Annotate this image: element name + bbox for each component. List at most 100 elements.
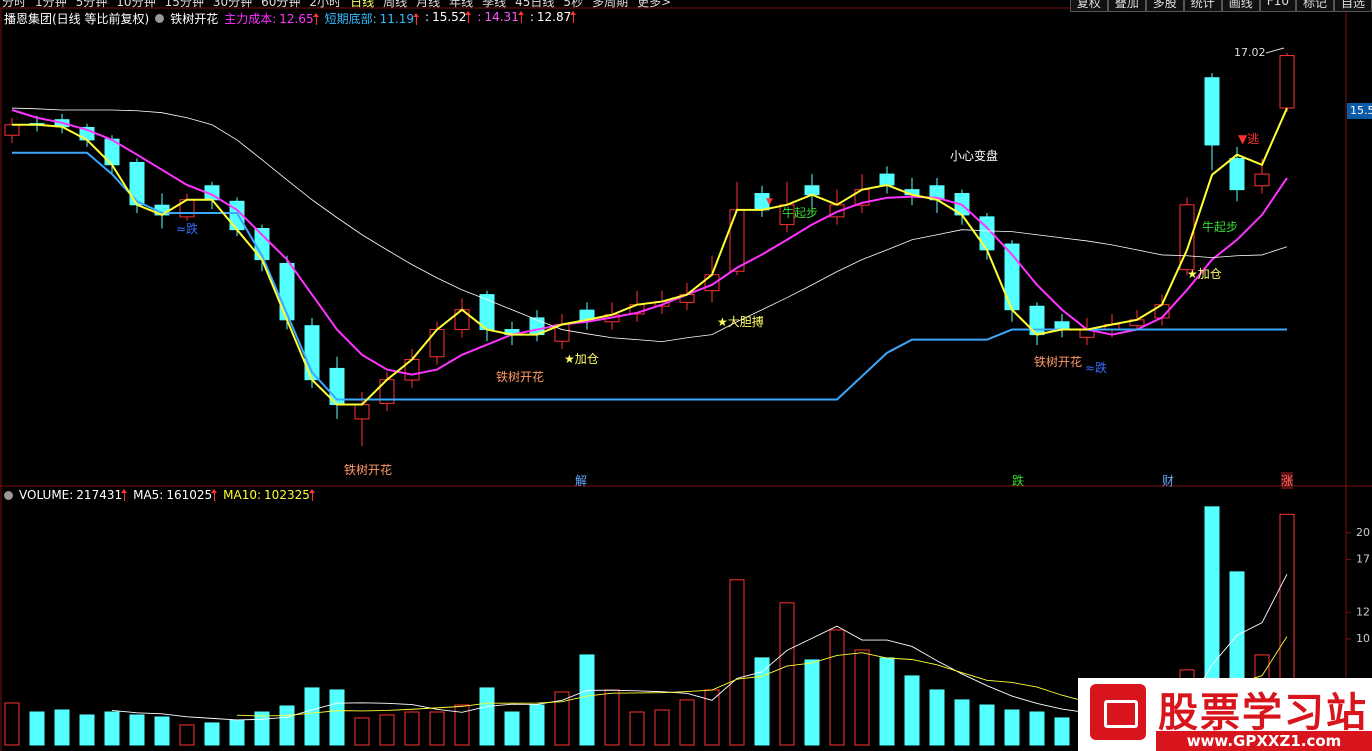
price-header: 播恩集团(日线 等比前复权) 铁树开花 主力成本: 12.65 短期底部: 11.19… <box>4 10 577 27</box>
annotation: 牛起步 <box>1202 220 1239 234</box>
volume-header: VOLUME: 217431 MA5: 161025 MA10: 102325 <box>4 488 315 502</box>
volume-bar <box>579 654 595 746</box>
toolbar: 分时 1分钟 5分钟 10分钟 15分钟 30分钟 60分钟 2小时 日线 周线 月线 年线 季线 45日… <box>2 0 671 10</box>
reading-label: MA5: <box>133 488 164 502</box>
volume-bar <box>654 709 670 746</box>
volume-bar <box>454 704 470 746</box>
menu-icon[interactable] <box>155 14 165 23</box>
marker: 解 <box>575 474 588 488</box>
annotation: ▼ <box>766 197 773 207</box>
volume-bar <box>854 649 870 746</box>
volume-bar <box>1054 717 1070 746</box>
toolbar-button[interactable]: 统计 <box>1183 0 1222 12</box>
annotation: ★大胆搏 <box>717 315 764 329</box>
reading-label: 短期底部: <box>324 12 377 26</box>
toolbar-item[interactable]: 30分钟 <box>212 0 253 9</box>
up-arrow <box>312 12 319 25</box>
reading-value: 14.31 <box>484 10 519 24</box>
toolbar-item[interactable]: 10分钟 <box>116 0 156 9</box>
reading-label: 主力成本: <box>224 12 277 26</box>
toolbar-item[interactable]: 60分钟 <box>261 0 301 9</box>
annotation: 铁树开花 <box>1034 355 1083 369</box>
reading-value: 217431 <box>76 488 123 502</box>
y-tick-label: 17 <box>1356 552 1370 565</box>
candle-body <box>1229 158 1245 191</box>
up-arrow <box>413 12 420 25</box>
watermark-name: 股票学习站 <box>1158 690 1368 736</box>
candle-body <box>279 262 295 321</box>
annotation: 铁树开花 <box>496 370 545 384</box>
toolbar-item[interactable]: 分时 <box>2 0 27 9</box>
volume-bar <box>304 687 320 746</box>
volume-bar <box>379 714 395 746</box>
toolbar-item[interactable]: 年线 <box>449 0 474 9</box>
high-label: 17.02 <box>1234 46 1266 59</box>
volume-bar <box>429 711 445 746</box>
volume-bar <box>904 675 920 746</box>
volume-bar <box>704 689 720 746</box>
volume-bar <box>979 704 995 746</box>
toolbar-button[interactable]: 标记 <box>1295 0 1334 12</box>
toolbar-item[interactable]: 15分钟 <box>164 0 204 9</box>
volume-bar <box>129 714 145 746</box>
watermark-url: www.GPXXZ1.com <box>1156 731 1372 751</box>
volume-bar <box>804 659 820 746</box>
volume-bar <box>54 709 70 746</box>
candle-body <box>1054 321 1070 331</box>
toolbar-item[interactable]: 2小时 <box>309 0 342 9</box>
annotation: ★加仓 <box>1187 267 1222 281</box>
readings: VOLUME: 217431 MA5: 161025 MA10: 102325 <box>19 488 315 502</box>
toolbar-item[interactable]: 更多> <box>637 0 672 9</box>
marker: 涨 <box>1281 472 1294 489</box>
candle-body <box>804 185 820 196</box>
volume-bar <box>604 689 620 746</box>
toolbar-button[interactable]: 画线 <box>1221 0 1260 12</box>
candle-body <box>429 329 445 358</box>
volume-bar <box>279 705 295 746</box>
toolbar-item[interactable]: 45日线 <box>515 0 555 9</box>
menu-icon[interactable] <box>4 490 13 500</box>
volume-bar <box>154 716 170 746</box>
toolbar-item[interactable]: 季线 <box>482 0 507 9</box>
annotation: ★加仓 <box>564 352 599 366</box>
annotation: ≈跌 <box>1085 361 1108 375</box>
candle-body <box>4 124 20 136</box>
toolbar-item[interactable]: 日线 <box>350 0 375 9</box>
volume-bar <box>779 602 795 746</box>
candle-body <box>354 404 370 420</box>
volume-bar <box>104 711 120 746</box>
y-tick-label: 10 <box>1356 632 1370 645</box>
annotation: ▼逃 <box>1238 132 1260 146</box>
toolbar-button[interactable]: F10 <box>1259 0 1296 12</box>
toolbar-item[interactable]: 1分钟 <box>35 0 67 9</box>
up-arrow <box>517 10 524 23</box>
reading-label: : <box>529 10 534 24</box>
toolbar-item[interactable]: 月线 <box>416 0 441 9</box>
price-marker-box <box>1347 103 1372 119</box>
toolbar-item[interactable]: 5秒 <box>563 0 584 9</box>
volume-bar <box>1029 711 1045 746</box>
volume-bar <box>729 579 745 746</box>
candle-body <box>1254 173 1270 187</box>
toolbar-item[interactable]: 5分钟 <box>75 0 108 9</box>
indicator-line <box>11 107 1288 343</box>
toolbar-button[interactable]: 自选 <box>1333 0 1372 12</box>
reading-value: 161025 <box>166 488 213 502</box>
toolbar-button[interactable]: 复权 <box>1069 0 1108 12</box>
candle-body <box>879 173 895 186</box>
up-arrow <box>308 488 315 501</box>
up-arrow <box>465 10 472 23</box>
toolbar-item[interactable]: 周线 <box>383 0 408 9</box>
volume-bar <box>29 711 45 746</box>
marker: 财 <box>1162 474 1175 488</box>
volume-bar <box>879 657 895 746</box>
reading: :12.87 <box>529 10 577 27</box>
high-arrow <box>1265 47 1285 54</box>
toolbar-item[interactable]: 多周期 <box>592 0 629 9</box>
volume-bar <box>204 722 220 746</box>
toolbar-button[interactable]: 叠加 <box>1107 0 1146 12</box>
toolbar-button[interactable]: 多股 <box>1145 0 1184 12</box>
